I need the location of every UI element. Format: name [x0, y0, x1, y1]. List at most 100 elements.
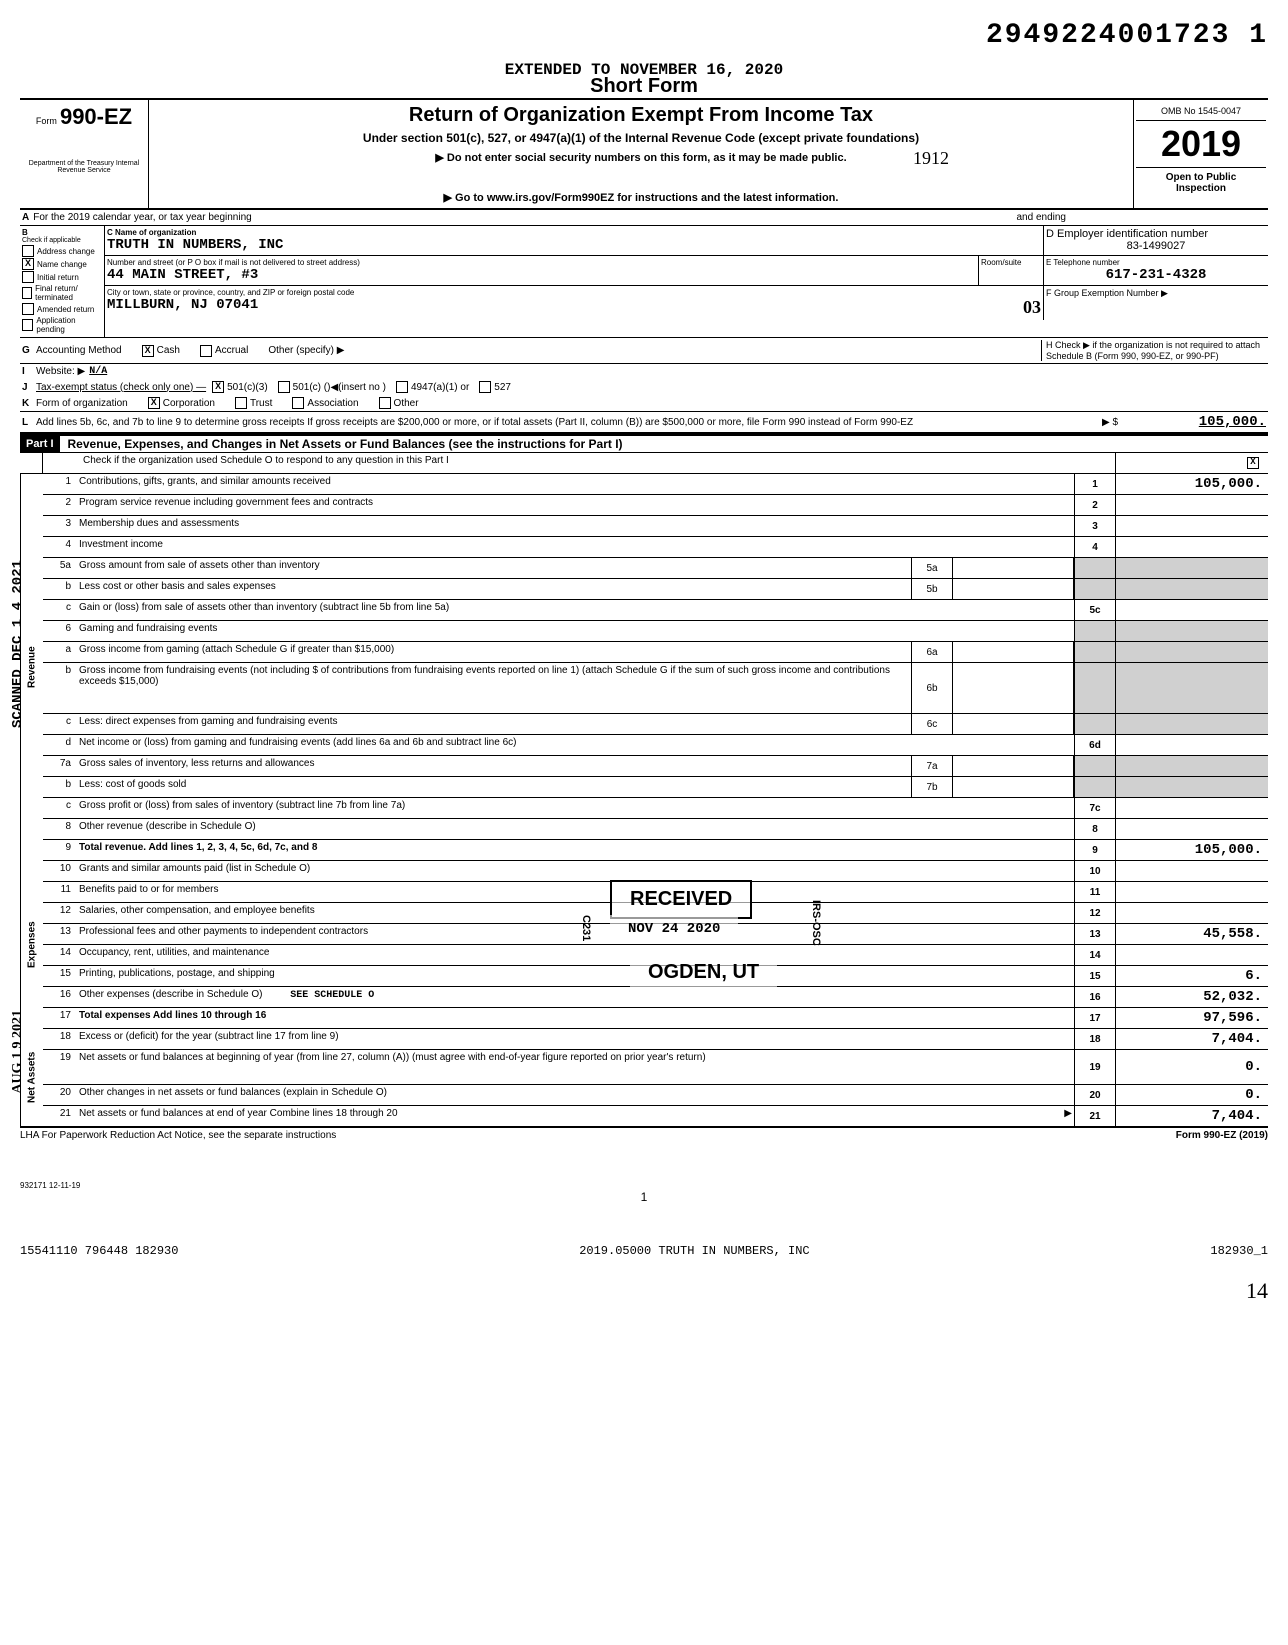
checkbox-cash[interactable]: X	[142, 345, 154, 357]
ln17-val: 97,596.	[1115, 1008, 1268, 1028]
ln18-val: 7,404.	[1115, 1029, 1268, 1049]
page-number-center: 1	[20, 1190, 1268, 1204]
line-a-text: For the 2019 calendar year, or tax year …	[33, 212, 251, 223]
omb-number: OMB No 1545-0047	[1136, 102, 1266, 121]
checkbox-name-change[interactable]: X	[22, 258, 34, 270]
ein: 83-1499027	[1046, 240, 1266, 252]
ln6d-val	[1115, 735, 1268, 755]
room-suite-label: Room/suite	[978, 256, 1043, 285]
ln11-desc: Benefits paid to or for members	[77, 882, 1074, 902]
ln6b-desc: Gross income from fundraising events (no…	[77, 663, 911, 713]
ln21-num: 21	[43, 1106, 77, 1126]
street-address: 44 MAIN STREET, #3	[107, 267, 976, 283]
ln12-num: 12	[43, 903, 77, 923]
ln20-desc: Other changes in net assets or fund bala…	[77, 1085, 1074, 1105]
opt-final-return: Final return/ terminated	[35, 284, 102, 302]
ln7c-desc: Gross profit or (loss) from sales of inv…	[77, 798, 1074, 818]
revenue-side-label: Revenue	[20, 474, 43, 861]
city-state-zip: MILLBURN, NJ 07041	[107, 297, 258, 318]
line-a-ending: and ending	[1017, 212, 1067, 223]
ln16-desc: Other expenses (describe in Schedule O) …	[77, 987, 1074, 1007]
ln6-desc: Gaming and fundraising events	[77, 621, 1074, 641]
telephone: 617-231-4328	[1046, 267, 1266, 283]
ln2-num: 2	[43, 495, 77, 515]
ln19-box: 19	[1074, 1050, 1115, 1084]
ln6c-desc: Less: direct expenses from gaming and fu…	[77, 714, 911, 734]
ln17-num: 17	[43, 1008, 77, 1028]
other-specify-label: Other (specify) ▶	[268, 345, 344, 356]
ln7c-val	[1115, 798, 1268, 818]
ln21-desc: Net assets or fund balances at end of ye…	[77, 1106, 1074, 1126]
ln12-val	[1115, 903, 1268, 923]
ln19-val: 0.	[1115, 1050, 1268, 1084]
checkbox-amended[interactable]	[22, 303, 34, 315]
small-code: 932171 12-11-19	[20, 1181, 1268, 1190]
ln19-desc: Net assets or fund balances at beginning…	[77, 1050, 1074, 1084]
ln7a-num: 7a	[43, 756, 77, 776]
ln14-val	[1115, 945, 1268, 965]
ln2-box: 2	[1074, 495, 1115, 515]
ln6c-num: c	[43, 714, 77, 734]
ln16-box: 16	[1074, 987, 1115, 1007]
ln1-num: 1	[43, 474, 77, 494]
checkbox-527[interactable]	[479, 381, 491, 393]
checkbox-association[interactable]	[292, 397, 304, 409]
ln7a-mid: 7a	[911, 756, 953, 776]
website-value: N/A	[89, 366, 107, 377]
checkbox-trust[interactable]	[235, 397, 247, 409]
ln11-val	[1115, 882, 1268, 902]
org-name: TRUTH IN NUMBERS, INC	[107, 237, 1041, 253]
ln8-desc: Other revenue (describe in Schedule O)	[77, 819, 1074, 839]
section-b-label: B	[22, 228, 102, 237]
ln9-num: 9	[43, 840, 77, 860]
ln18-desc: Excess or (deficit) for the year (subtra…	[77, 1029, 1074, 1049]
line-j-letter: J	[22, 382, 36, 393]
checkbox-accrual[interactable]	[200, 345, 212, 357]
checkbox-501c[interactable]	[278, 381, 290, 393]
opt-pending: Application pending	[36, 316, 102, 334]
ln15-num: 15	[43, 966, 77, 986]
lha-notice: LHA For Paperwork Reduction Act Notice, …	[20, 1130, 336, 1141]
part-1-label: Part I	[20, 436, 60, 452]
trust-label: Trust	[250, 398, 272, 409]
check-if-applicable: Check if applicable	[22, 237, 102, 244]
checkbox-address-change[interactable]	[22, 245, 34, 257]
checkbox-schedule-o[interactable]: X	[1247, 457, 1259, 469]
ln1-desc: Contributions, gifts, grants, and simila…	[77, 474, 1074, 494]
ln7b-desc: Less: cost of goods sold	[77, 777, 911, 797]
ln5a-mid: 5a	[911, 558, 953, 578]
checkbox-initial-return[interactable]	[22, 271, 34, 283]
accrual-label: Accrual	[215, 345, 248, 356]
ln11-box: 11	[1074, 882, 1115, 902]
ln10-box: 10	[1074, 861, 1115, 881]
ln4-val	[1115, 537, 1268, 557]
ln5c-desc: Gain or (loss) from sale of assets other…	[77, 600, 1074, 620]
ln20-box: 20	[1074, 1085, 1115, 1105]
form-label: Form	[36, 116, 57, 126]
ln10-num: 10	[43, 861, 77, 881]
dept-label: Department of the Treasury Internal Reve…	[24, 160, 144, 174]
checkbox-pending[interactable]	[22, 319, 33, 331]
h-check-label: H Check ▶ if the organization is not req…	[1041, 340, 1266, 361]
checkbox-4947[interactable]	[396, 381, 408, 393]
checkbox-other-org[interactable]	[379, 397, 391, 409]
ln15-box: 15	[1074, 966, 1115, 986]
ln2-val	[1115, 495, 1268, 515]
ln8-num: 8	[43, 819, 77, 839]
ln6b-mid: 6b	[911, 663, 953, 713]
net-assets-side-label: Net Assets	[20, 1029, 43, 1126]
ln14-num: 14	[43, 945, 77, 965]
checkbox-501c3[interactable]: X	[212, 381, 224, 393]
checkbox-final-return[interactable]	[22, 287, 32, 299]
ln2-desc: Program service revenue including govern…	[77, 495, 1074, 515]
website-label: Website: ▶	[36, 366, 85, 377]
ln3-val	[1115, 516, 1268, 536]
cash-label: Cash	[157, 345, 180, 356]
ln6a-desc: Gross income from gaming (attach Schedul…	[77, 642, 911, 662]
ln1-val: 105,000.	[1115, 474, 1268, 494]
ln4-desc: Investment income	[77, 537, 1074, 557]
ln5b-desc: Less cost or other basis and sales expen…	[77, 579, 911, 599]
line-a-label: A	[22, 212, 29, 223]
checkbox-corporation[interactable]: X	[148, 397, 160, 409]
handwritten-page-14: 14	[20, 1278, 1268, 1304]
